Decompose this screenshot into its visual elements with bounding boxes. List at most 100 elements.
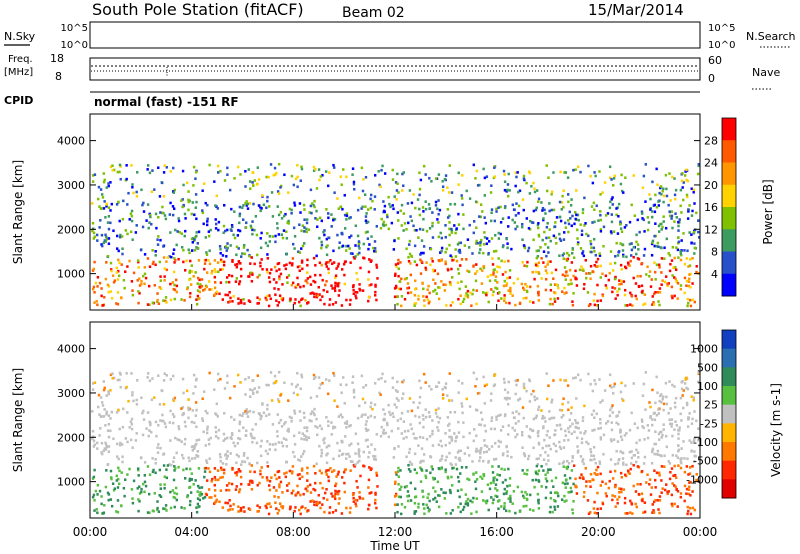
range-cell (241, 252, 244, 255)
range-cell (657, 453, 660, 457)
range-cell (537, 501, 540, 505)
range-cell (545, 225, 549, 229)
range-cell (197, 467, 201, 470)
range-cell (636, 451, 640, 454)
range-cell (312, 373, 316, 377)
range-cell (632, 255, 635, 259)
range-cell (688, 481, 691, 484)
range-cell (338, 289, 341, 292)
range-cell (298, 251, 302, 254)
range-cell (331, 495, 334, 498)
range-cell (688, 277, 691, 281)
range-cell (268, 442, 272, 446)
range-cell (444, 470, 447, 474)
range-cell (449, 304, 453, 307)
range-cell (489, 427, 493, 431)
range-cell (593, 292, 596, 296)
range-cell (130, 280, 134, 283)
range-cell (454, 456, 457, 459)
range-cell (283, 422, 286, 426)
range-cell (636, 218, 639, 222)
range-cell (253, 436, 256, 440)
range-cell (580, 233, 584, 237)
range-cell (566, 482, 569, 485)
range-cell (365, 221, 368, 225)
range-cell (616, 440, 620, 443)
range-cell (137, 301, 140, 305)
range-cell (102, 241, 106, 245)
range-cell (345, 212, 349, 215)
range-cell (349, 506, 352, 510)
range-cell (365, 212, 368, 215)
range-cell (222, 471, 226, 475)
range-cell (358, 196, 361, 200)
range-cell (355, 291, 359, 294)
range-cell (555, 216, 559, 219)
range-cell (243, 451, 246, 455)
range-cell (279, 418, 283, 422)
range-cell (304, 279, 307, 283)
range-cell (610, 406, 613, 409)
range-cell (562, 465, 565, 469)
range-cell (129, 230, 133, 234)
range-cell (225, 484, 229, 487)
range-cell (298, 269, 301, 273)
range-cell (151, 262, 155, 266)
range-cell (687, 509, 690, 513)
range-cell (220, 468, 223, 472)
range-cell (542, 218, 545, 222)
range-cell (413, 501, 417, 505)
range-cell (618, 223, 622, 226)
range-cell (536, 434, 540, 438)
range-cell (150, 190, 154, 193)
range-cell (568, 476, 572, 480)
range-cell (367, 278, 370, 281)
range-cell (635, 233, 638, 237)
range-cell (306, 466, 309, 470)
range-cell (444, 283, 447, 287)
range-cell (558, 445, 562, 449)
range-cell (126, 265, 129, 268)
range-cell (313, 413, 316, 417)
range-cell (509, 286, 512, 290)
range-cell (424, 408, 427, 411)
range-cell (317, 493, 320, 497)
range-cell (562, 460, 566, 463)
range-cell (171, 281, 175, 284)
range-cell (616, 498, 619, 501)
range-cell (92, 475, 96, 479)
range-cell (677, 432, 680, 436)
range-cell (540, 464, 543, 468)
range-cell (675, 246, 678, 249)
range-cell (267, 383, 270, 387)
range-cell (576, 449, 580, 453)
range-cell (637, 248, 640, 251)
range-cell (483, 194, 486, 197)
range-cell (636, 426, 639, 430)
range-cell (180, 199, 183, 202)
range-cell (139, 456, 143, 460)
range-cell (208, 496, 211, 499)
range-cell (628, 220, 632, 224)
range-cell (587, 164, 590, 168)
range-cell (300, 455, 303, 458)
range-cell (427, 301, 431, 305)
range-cell (228, 498, 231, 502)
range-cell (396, 380, 399, 384)
range-cell (306, 271, 309, 274)
range-cell (106, 283, 110, 287)
range-cell (198, 505, 201, 508)
range-cell (226, 501, 230, 505)
range-cell (674, 476, 678, 480)
range-cell (206, 425, 209, 429)
range-cell (445, 304, 448, 307)
range-cell (233, 177, 236, 180)
range-cell (240, 482, 243, 486)
range-cell (660, 271, 663, 274)
range-cell (660, 222, 663, 226)
range-cell (261, 475, 264, 479)
range-cell (299, 285, 302, 289)
range-cell (482, 265, 485, 268)
range-cell (277, 509, 281, 512)
range-cell (188, 271, 191, 274)
